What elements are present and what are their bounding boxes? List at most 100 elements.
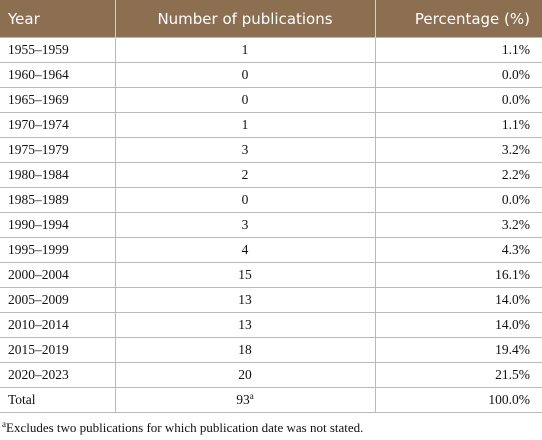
table-cell: 14.0%: [374, 287, 542, 313]
header-cell: Year: [0, 0, 116, 38]
table-cell: 14.0%: [374, 312, 542, 338]
cell-text: 3.2%: [501, 217, 530, 232]
table-cell: 1980–1984: [0, 162, 116, 188]
table-row: 1975–1979 3 3.2%: [0, 137, 542, 163]
cell-text: 2010–2014: [8, 317, 69, 332]
table-row: 2005–2009 13 14.0%: [0, 287, 542, 313]
table-row: 2020–2023 20 21.5%: [0, 362, 542, 388]
table-cell: 2000–2004: [0, 262, 116, 288]
table-cell: 2010–2014: [0, 312, 116, 338]
table-cell: 1985–1989: [0, 187, 116, 213]
cell-text: 1955–1959: [8, 42, 69, 57]
cell-text: 1: [241, 117, 249, 132]
footnote-text: Excludes two publications for which publ…: [6, 420, 364, 435]
table-cell: 0.0%: [374, 187, 542, 213]
cell-text: 0.0%: [501, 92, 530, 107]
table-cell: 13: [114, 287, 376, 313]
table-cell: 21.5%: [374, 362, 542, 388]
cell-text: 100.0%: [488, 392, 530, 407]
table-cell: 1.1%: [374, 37, 542, 63]
table-cell: 1: [114, 37, 376, 63]
cell-text: 93: [236, 392, 250, 407]
table-cell: 16.1%: [374, 262, 542, 288]
cell-text: 1: [241, 42, 249, 57]
table-cell: 1965–1969: [0, 87, 116, 113]
table-cell: 3.2%: [374, 137, 542, 163]
table-row: 1965–1969 0 0.0%: [0, 87, 542, 113]
cell-text: 1960–1964: [8, 67, 69, 82]
cell-text: 2015–2019: [8, 342, 69, 357]
table-cell: 0.0%: [374, 87, 542, 113]
table-cell: 93a: [114, 387, 376, 413]
table-row: Total 93a 100.0%: [0, 387, 542, 413]
table-cell: 15: [114, 262, 376, 288]
cell-text: 1.1%: [501, 117, 530, 132]
cell-text: 0: [241, 92, 249, 107]
cell-text: 1990–1994: [8, 217, 69, 232]
table-cell: 1960–1964: [0, 62, 116, 88]
table-cell: 4.3%: [374, 237, 542, 263]
table-cell: 2: [114, 162, 376, 188]
table-cell: 1975–1979: [0, 137, 116, 163]
cell-text: 13: [238, 317, 252, 332]
cell-text: 21.5%: [495, 367, 530, 382]
cell-text: 0: [241, 192, 249, 207]
table-cell: 1990–1994: [0, 212, 116, 238]
table-cell: 2015–2019: [0, 337, 116, 363]
table-row: 1985–1989 0 0.0%: [0, 187, 542, 213]
cell-text: 0: [241, 67, 249, 82]
table-cell: 2020–2023: [0, 362, 116, 388]
table-row: 1970–1974 1 1.1%: [0, 112, 542, 138]
table-cell: 0.0%: [374, 62, 542, 88]
table-cell: 3: [114, 212, 376, 238]
cell-text: 20: [238, 367, 252, 382]
cell-text: 1975–1979: [8, 142, 69, 157]
table-cell: 3: [114, 137, 376, 163]
cell-text: 0.0%: [501, 67, 530, 82]
cell-text: 4.3%: [501, 242, 530, 257]
cell-text: 3.2%: [501, 142, 530, 157]
cell-text: 1970–1974: [8, 117, 69, 132]
table-row: 1980–1984 2 2.2%: [0, 162, 542, 188]
cell-text: 4: [241, 242, 249, 257]
cell-text: 2.2%: [501, 167, 530, 182]
table-cell: 18: [114, 337, 376, 363]
cell-text: 2005–2009: [8, 292, 69, 307]
cell-text: 1995–1999: [8, 242, 69, 257]
table-cell: Total: [0, 387, 116, 413]
table-row: 2000–2004 15 16.1%: [0, 262, 542, 288]
table-cell: 2.2%: [374, 162, 542, 188]
table-cell: 20: [114, 362, 376, 388]
table-cell: 0: [114, 62, 376, 88]
table-cell: 100.0%: [374, 387, 542, 413]
table-cell: 2005–2009: [0, 287, 116, 313]
header-cell: Percentage (%): [375, 0, 542, 38]
cell-text: 15: [238, 267, 252, 282]
table-row: 2015–2019 18 19.4%: [0, 337, 542, 363]
table-row: 2010–2014 13 14.0%: [0, 312, 542, 338]
table-cell: 1: [114, 112, 376, 138]
cell-text: 1985–1989: [8, 192, 69, 207]
cell-text: 18: [238, 342, 252, 357]
footnote-mark: a: [2, 419, 6, 429]
cell-text: 3: [241, 142, 249, 157]
table-row: 1995–1999 4 4.3%: [0, 237, 542, 263]
cell-text: 0.0%: [501, 192, 530, 207]
table-row: 1960–1964 0 0.0%: [0, 62, 542, 88]
table-row: 1955–1959 1 1.1%: [0, 37, 542, 63]
table-cell: 1995–1999: [0, 237, 116, 263]
cell-text: 14.0%: [495, 317, 530, 332]
publications-table: Year Number of publications Percentage (%)…: [0, 0, 542, 413]
cell-text: 1965–1969: [8, 92, 69, 107]
cell-text: 2000–2004: [8, 267, 69, 282]
cell-text: Total: [8, 392, 36, 407]
note-mark: a: [249, 391, 254, 401]
cell-text: 2020–2023: [8, 367, 69, 382]
table-cell: 3.2%: [374, 212, 542, 238]
table-cell: 19.4%: [374, 337, 542, 363]
cell-text: 16.1%: [495, 267, 530, 282]
cell-text: 2: [241, 167, 249, 182]
header-cell: Number of publications: [115, 0, 376, 38]
table-cell: 13: [114, 312, 376, 338]
